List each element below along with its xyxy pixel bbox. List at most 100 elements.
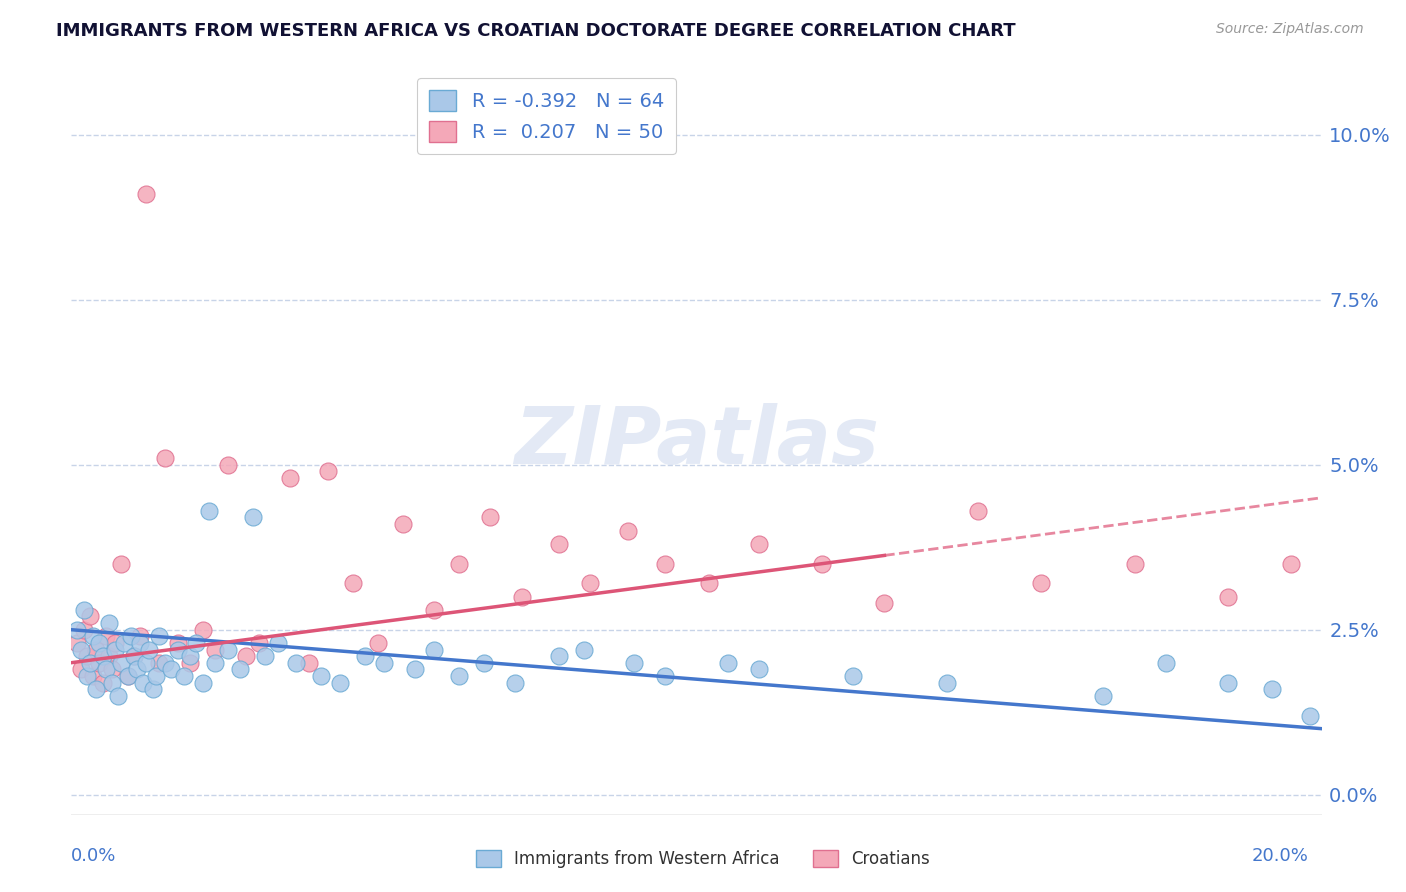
Point [654,669,676,683]
Point [748,662,770,676]
Point [91,649,114,664]
Point [66,623,89,637]
Text: Source: ZipAtlas.com: Source: ZipAtlas.com [1216,22,1364,37]
Point [117,669,139,683]
Point [73,623,96,637]
Point [145,669,167,683]
Point [142,682,165,697]
Point [1299,708,1322,723]
Text: ZIPatlas: ZIPatlas [515,402,879,481]
Point [748,537,770,551]
Legend: Immigrants from Western Africa, Croatians: Immigrants from Western Africa, Croatian… [470,843,936,875]
Point [235,649,257,664]
Point [179,649,201,664]
Point [94,629,117,643]
Point [135,656,157,670]
Point [84,682,107,697]
Point [89,636,111,650]
Point [84,642,107,657]
Point [1123,557,1146,571]
Point [198,504,221,518]
Point [122,649,145,664]
Point [79,656,101,670]
Point [204,656,226,670]
Point [391,517,413,532]
Point [76,649,98,664]
Point [148,656,170,670]
Point [135,186,157,201]
Point [117,669,139,683]
Point [311,669,333,683]
Point [229,662,252,676]
Point [242,510,264,524]
Point [654,557,676,571]
Point [247,636,270,650]
Point [97,616,120,631]
Point [423,603,446,617]
Point [129,636,152,650]
Point [89,656,111,670]
Point [153,451,176,466]
Point [76,669,98,683]
Point [1279,557,1302,571]
Point [266,636,288,650]
Text: 0.0%: 0.0% [72,847,117,865]
Point [505,675,527,690]
Point [69,662,91,676]
Point [579,576,602,591]
Point [160,662,183,676]
Point [936,675,959,690]
Point [367,636,389,650]
Point [217,458,239,472]
Point [697,576,720,591]
Point [79,609,101,624]
Point [373,656,395,670]
Point [842,669,865,683]
Point [449,557,471,571]
Point [125,662,148,676]
Point [572,642,595,657]
Point [104,642,127,657]
Point [479,510,502,524]
Point [449,669,471,683]
Point [1154,656,1177,670]
Point [186,636,208,650]
Point [1029,576,1052,591]
Point [423,642,446,657]
Point [129,629,152,643]
Point [217,642,239,657]
Point [101,662,124,676]
Point [110,557,132,571]
Point [1218,590,1240,604]
Point [66,636,89,650]
Point [104,636,127,650]
Point [173,669,195,683]
Point [1218,675,1240,690]
Point [166,642,188,657]
Text: IMMIGRANTS FROM WESTERN AFRICA VS CROATIAN DOCTORATE DEGREE CORRELATION CHART: IMMIGRANTS FROM WESTERN AFRICA VS CROATI… [56,22,1017,40]
Point [873,596,896,610]
Point [967,504,990,518]
Legend: R = -0.392   N = 64, R =  0.207   N = 50: R = -0.392 N = 64, R = 0.207 N = 50 [418,78,676,153]
Point [82,629,104,643]
Point [107,689,129,703]
Point [110,656,132,670]
Point [548,649,571,664]
Point [148,629,170,643]
Point [354,649,377,664]
Point [166,636,188,650]
Point [191,623,214,637]
Point [472,656,495,670]
Point [82,669,104,683]
Point [548,537,571,551]
Point [285,656,308,670]
Point [811,557,834,571]
Text: 20.0%: 20.0% [1251,847,1308,865]
Point [138,642,160,657]
Point [94,662,117,676]
Point [342,576,364,591]
Point [179,656,201,670]
Point [329,675,352,690]
Point [191,675,214,690]
Point [132,675,155,690]
